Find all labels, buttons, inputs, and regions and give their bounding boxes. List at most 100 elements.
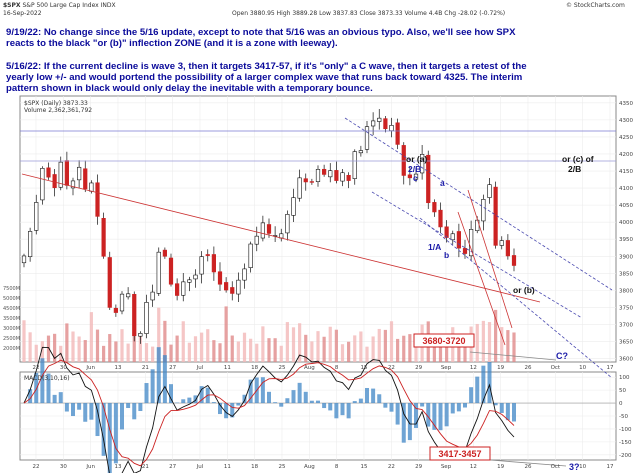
symbol: $SPX [3, 2, 21, 9]
macd-histogram-bar [193, 395, 198, 404]
label-a: a [440, 178, 445, 188]
macd-histogram-bar [260, 377, 265, 404]
index-name: S&P 500 Large Cap Index [22, 2, 99, 9]
volume-bar [377, 328, 381, 362]
macd-x-tick-label: 8 [335, 464, 339, 470]
volume-bar [475, 323, 479, 362]
candle-body [291, 197, 296, 216]
macd-tick-label: -150 [619, 440, 632, 446]
macd-histogram-bar [113, 403, 118, 464]
volume-bar [95, 329, 100, 362]
volume-bar [371, 336, 375, 362]
price-x-tick-label: 19 [497, 365, 504, 371]
volume-bar [151, 346, 155, 362]
candle-body [401, 145, 406, 176]
candle-body [303, 178, 308, 183]
volume-bar [46, 335, 51, 362]
volume-bar [359, 331, 363, 362]
volume-bar [169, 344, 173, 362]
volume-bar [53, 333, 57, 362]
macd-x-tick-label: 21 [142, 464, 149, 470]
macd-x-tick-label: 29 [415, 464, 422, 470]
candle-body [499, 240, 504, 246]
volume-bar [249, 338, 253, 362]
macd-histogram-bar [303, 391, 308, 404]
candle-body [328, 170, 333, 178]
price-tick-label: 3650 [619, 340, 633, 346]
candle-body [28, 231, 33, 258]
label-or-b: or (b) [513, 285, 535, 295]
macd-histogram-bar [377, 394, 382, 404]
candle-body [95, 182, 100, 217]
price-x-tick-label: 17 [607, 365, 614, 371]
candle-body [395, 122, 400, 145]
macd-histogram-bar [463, 403, 467, 408]
price-x-tick-label: 10 [579, 365, 586, 371]
volume-bar [285, 322, 289, 362]
volume-bar [181, 321, 185, 362]
macd-histogram-bar [150, 369, 155, 404]
volume-bar [255, 343, 259, 362]
volume-bar [187, 342, 191, 362]
macd-x-tick-label: 10 [579, 464, 586, 470]
macd-histogram-bar [169, 384, 173, 404]
price-x-tick-label: 26 [525, 365, 532, 371]
target-pointer-c [469, 351, 557, 361]
macd-histogram-bar [64, 403, 69, 412]
macd-histogram-bar [334, 403, 339, 419]
volume-bar [487, 322, 492, 362]
macd-histogram-bar [248, 379, 253, 404]
candle-body [420, 154, 425, 174]
volume-bar [102, 345, 106, 362]
volume-bar [236, 341, 240, 362]
volume-bar [77, 336, 81, 362]
symbol-header: $SPX S&P 500 Large Cap Index INDX [3, 2, 116, 9]
macd-tick-label: 50 [619, 388, 626, 394]
price-tick-label: 4050 [619, 203, 633, 209]
macd-legend: MACD(3,10,16) [24, 375, 70, 382]
candle-body [144, 302, 149, 334]
candle-body [199, 256, 204, 275]
volume-bar [34, 344, 38, 362]
candle-body [334, 170, 339, 181]
price-legend: $SPX (Daily) 3873.33 [24, 100, 88, 107]
macd-histogram-bar [371, 388, 376, 404]
volume-tick-label: 5000M [3, 296, 20, 302]
macd-histogram-bar [456, 403, 461, 412]
candle-body [113, 307, 118, 313]
volume-bar [353, 335, 357, 362]
label-c-question: C? [556, 351, 568, 361]
volume-bar [365, 346, 369, 362]
price-tick-label: 3750 [619, 305, 633, 311]
candle-body [168, 257, 174, 285]
price-x-tick-label: 18 [251, 365, 258, 371]
macd-histogram-bar [236, 403, 241, 406]
candle-body [371, 120, 376, 127]
volume-bar [396, 338, 400, 362]
target-box-c: 3680-3720 [413, 333, 475, 348]
volume-bar [438, 340, 443, 362]
volume-bar [40, 341, 44, 362]
candle-body [383, 118, 388, 130]
volume-bar [242, 332, 247, 362]
candle-body [487, 184, 492, 198]
candle-body [377, 117, 382, 122]
macd-histogram-bar [395, 403, 400, 425]
volume-bar [445, 341, 449, 362]
macd-histogram-bar [493, 403, 498, 406]
macd-histogram-bar [71, 403, 75, 417]
candle-body [511, 255, 517, 266]
volume-bar [512, 332, 516, 362]
candle-body [322, 168, 327, 175]
macd-histogram-bar [352, 401, 357, 404]
macd-histogram-bar [138, 403, 143, 412]
volume-bar [157, 307, 161, 362]
candle-body [413, 173, 419, 180]
macd-indicator [20, 346, 616, 473]
macd-histogram-bar [389, 403, 394, 412]
volume-bar [279, 345, 283, 362]
macd-tick-label: -50 [619, 414, 628, 420]
candle-body [297, 177, 302, 199]
candle-body [358, 150, 363, 154]
price-x-tick-label: Oct [551, 365, 561, 371]
